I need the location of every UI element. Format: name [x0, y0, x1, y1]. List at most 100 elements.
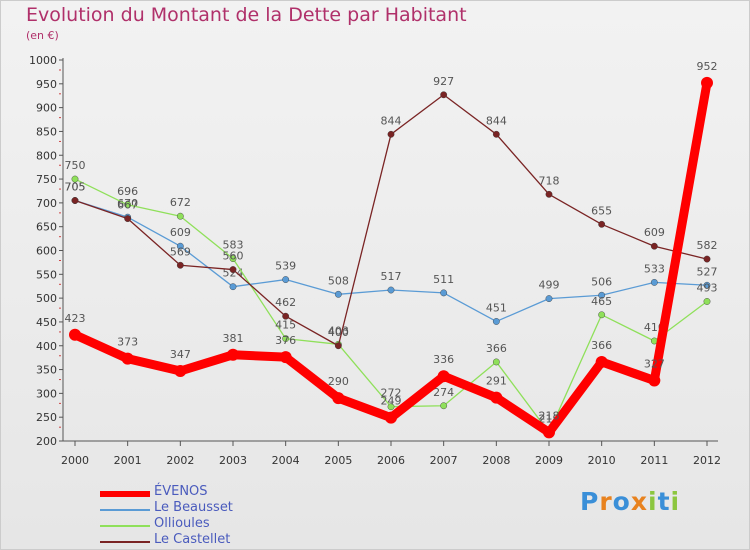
data-point: [282, 276, 290, 283]
data-point: [385, 411, 397, 424]
chart-legend: ÉVENOS Le Beausset Ollioules Le Castellet: [100, 484, 360, 549]
data-label: 373: [117, 336, 138, 349]
data-point: [227, 348, 239, 361]
y-tick-label: 900: [36, 102, 57, 115]
data-label: 655: [591, 204, 612, 217]
x-tick-label: 2011: [640, 454, 668, 467]
legend-swatch: [100, 525, 150, 527]
logo-letter: r: [599, 487, 613, 516]
data-point: [71, 175, 79, 183]
data-label: 400: [328, 326, 349, 339]
data-label: 506: [591, 275, 612, 288]
data-point: [332, 392, 345, 405]
legend-label: Ollioules: [154, 516, 210, 531]
data-point: [545, 190, 553, 198]
logo-letter: x: [630, 487, 648, 516]
data-label: 290: [328, 375, 349, 388]
data-point: [282, 335, 290, 343]
data-label: 499: [539, 279, 560, 292]
data-point: [490, 391, 503, 404]
data-point: [124, 201, 132, 209]
data-label: 569: [170, 245, 191, 258]
data-label: 672: [170, 196, 191, 209]
y-tick-label: 450: [36, 316, 57, 329]
data-label: 533: [644, 262, 665, 275]
data-point: [545, 295, 553, 303]
legend-label: ÉVENOS: [154, 484, 208, 499]
data-label: 327: [644, 358, 665, 371]
data-point: [387, 403, 395, 411]
data-label: 609: [644, 226, 665, 239]
data-point: [176, 261, 184, 269]
data-label: 366: [486, 342, 507, 355]
data-label: 493: [697, 281, 718, 294]
y-tick-label: 250: [36, 411, 57, 424]
data-label: 524: [223, 267, 244, 280]
data-point: [440, 402, 448, 410]
y-tick-label: 950: [36, 78, 57, 91]
x-tick-label: 2012: [693, 454, 721, 467]
data-label: 347: [170, 348, 191, 361]
y-tick-label: 850: [36, 125, 57, 138]
x-tick-label: 2003: [219, 454, 247, 467]
x-tick-label: 2005: [324, 454, 352, 467]
data-label: 403: [328, 324, 349, 337]
data-point: [387, 130, 395, 138]
data-point: [492, 130, 500, 138]
data-point: [282, 312, 290, 320]
y-tick-label: 600: [36, 245, 57, 258]
proxiti-logo: Proxiti: [580, 487, 680, 516]
data-point: [703, 298, 711, 305]
data-point: [440, 91, 448, 99]
data-point: [229, 255, 237, 262]
data-label: 927: [433, 75, 454, 88]
y-tick-label: 550: [36, 268, 57, 281]
data-point: [701, 76, 713, 89]
x-tick-label: 2000: [61, 454, 89, 467]
series-line-1: [74, 199, 708, 323]
data-label: 508: [328, 274, 349, 287]
legend-swatch: [100, 541, 150, 543]
legend-swatch: [100, 509, 150, 511]
x-tick-label: 2002: [166, 454, 194, 467]
data-point: [71, 197, 79, 204]
data-point: [598, 311, 606, 319]
logo-letter: P: [580, 487, 600, 516]
data-label: 415: [275, 319, 296, 332]
data-label: 696: [117, 185, 138, 198]
y-tick-label: 400: [36, 340, 57, 353]
legend-item: Le Castellet: [100, 532, 360, 549]
data-label: 465: [591, 295, 612, 308]
data-label: 462: [275, 296, 296, 309]
data-label: 511: [433, 273, 454, 286]
chart-subtitle: (en €): [26, 29, 59, 42]
y-tick-label: 750: [36, 173, 57, 186]
data-point: [176, 212, 184, 220]
logo-letter: i: [670, 487, 681, 516]
data-point: [437, 370, 450, 383]
data-label: 451: [486, 301, 507, 314]
data-point: [124, 215, 132, 222]
data-label: 582: [697, 239, 718, 252]
data-label: 560: [223, 250, 244, 263]
x-tick-label: 2001: [114, 454, 142, 467]
data-point: [69, 328, 81, 341]
data-point: [648, 374, 661, 387]
data-label: 218: [539, 409, 560, 422]
data-label: 952: [697, 60, 718, 73]
data-label: 517: [381, 270, 402, 283]
x-tick-label: 2009: [535, 454, 563, 467]
data-label: 381: [223, 332, 244, 345]
data-point: [492, 318, 500, 325]
y-tick-label: 650: [36, 221, 57, 234]
data-label: 667: [117, 199, 138, 212]
x-tick-label: 2004: [272, 454, 300, 467]
data-label: 376: [275, 334, 296, 347]
data-point: [598, 291, 606, 299]
data-point: [440, 289, 448, 297]
data-point: [229, 283, 237, 291]
data-point: [703, 281, 711, 289]
data-point: [650, 279, 658, 286]
data-point: [650, 242, 658, 250]
